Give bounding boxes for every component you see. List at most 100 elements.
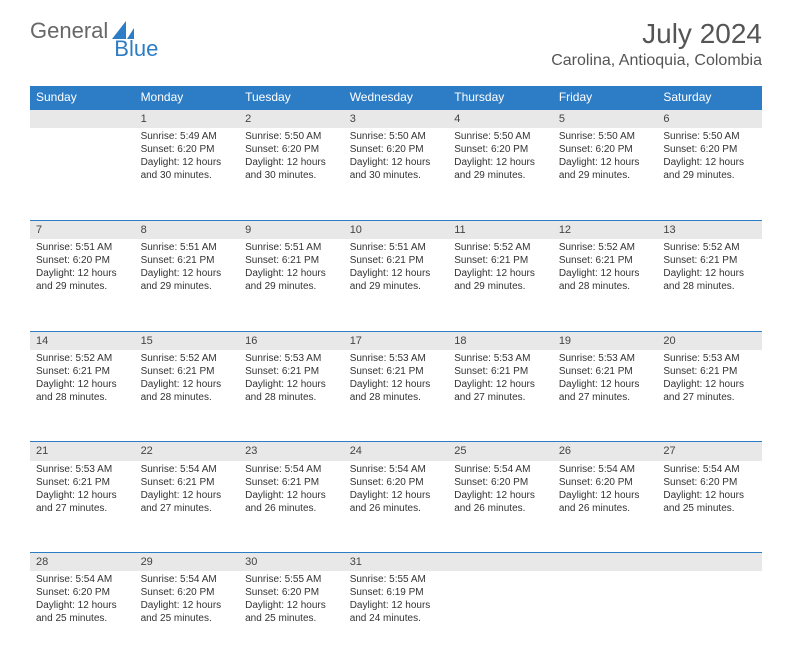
sunset-line: Sunset: 6:20 PM [454, 476, 547, 489]
daylight-line: Daylight: 12 hours and 25 minutes. [663, 489, 756, 515]
sunrise-line: Sunrise: 5:54 AM [141, 463, 234, 476]
day-content-cell: Sunrise: 5:53 AMSunset: 6:21 PMDaylight:… [344, 350, 449, 442]
logo-text-general: General [30, 18, 108, 44]
daylight-line: Daylight: 12 hours and 28 minutes. [663, 267, 756, 293]
day-content-cell: Sunrise: 5:51 AMSunset: 6:21 PMDaylight:… [344, 239, 449, 331]
daylight-line: Daylight: 12 hours and 25 minutes. [36, 599, 129, 625]
day-content-cell: Sunrise: 5:52 AMSunset: 6:21 PMDaylight:… [135, 350, 240, 442]
day-number-cell [657, 553, 762, 572]
daylight-line: Daylight: 12 hours and 29 minutes. [245, 267, 338, 293]
daylight-line: Daylight: 12 hours and 26 minutes. [350, 489, 443, 515]
daylight-line: Daylight: 12 hours and 25 minutes. [141, 599, 234, 625]
day-number-row: 28293031 [30, 553, 762, 572]
day-content-cell: Sunrise: 5:50 AMSunset: 6:20 PMDaylight:… [553, 128, 658, 220]
header: General Blue July 2024 Carolina, Antioqu… [0, 0, 792, 78]
sunrise-line: Sunrise: 5:50 AM [663, 130, 756, 143]
sunrise-line: Sunrise: 5:55 AM [350, 573, 443, 586]
day-number-cell: 29 [135, 553, 240, 572]
sunset-line: Sunset: 6:21 PM [350, 365, 443, 378]
day-content-cell: Sunrise: 5:50 AMSunset: 6:20 PMDaylight:… [448, 128, 553, 220]
day-content-cell: Sunrise: 5:50 AMSunset: 6:20 PMDaylight:… [657, 128, 762, 220]
sunrise-line: Sunrise: 5:53 AM [350, 352, 443, 365]
daylight-line: Daylight: 12 hours and 30 minutes. [350, 156, 443, 182]
day-content-cell: Sunrise: 5:55 AMSunset: 6:19 PMDaylight:… [344, 571, 449, 663]
sunrise-line: Sunrise: 5:52 AM [454, 241, 547, 254]
day-content-cell: Sunrise: 5:51 AMSunset: 6:21 PMDaylight:… [239, 239, 344, 331]
day-content-cell: Sunrise: 5:53 AMSunset: 6:21 PMDaylight:… [448, 350, 553, 442]
sunrise-line: Sunrise: 5:50 AM [454, 130, 547, 143]
sunset-line: Sunset: 6:20 PM [663, 143, 756, 156]
day-number-cell: 6 [657, 109, 762, 128]
day-number-row: 14151617181920 [30, 331, 762, 350]
sunset-line: Sunset: 6:21 PM [141, 365, 234, 378]
sunrise-line: Sunrise: 5:54 AM [454, 463, 547, 476]
calendar-table: Sunday Monday Tuesday Wednesday Thursday… [30, 86, 762, 663]
day-number-cell: 3 [344, 109, 449, 128]
sunrise-line: Sunrise: 5:53 AM [559, 352, 652, 365]
day-number-cell: 23 [239, 442, 344, 461]
day-content-cell: Sunrise: 5:50 AMSunset: 6:20 PMDaylight:… [344, 128, 449, 220]
sunrise-line: Sunrise: 5:54 AM [245, 463, 338, 476]
sunset-line: Sunset: 6:20 PM [36, 586, 129, 599]
day-number-cell: 10 [344, 220, 449, 239]
day-number-cell: 2 [239, 109, 344, 128]
daylight-line: Daylight: 12 hours and 25 minutes. [245, 599, 338, 625]
sunset-line: Sunset: 6:21 PM [36, 365, 129, 378]
day-number-cell: 9 [239, 220, 344, 239]
day-content-row: Sunrise: 5:54 AMSunset: 6:20 PMDaylight:… [30, 571, 762, 663]
sunset-line: Sunset: 6:20 PM [559, 476, 652, 489]
day-content-cell: Sunrise: 5:53 AMSunset: 6:21 PMDaylight:… [553, 350, 658, 442]
day-number-cell [30, 109, 135, 128]
day-content-cell: Sunrise: 5:49 AMSunset: 6:20 PMDaylight:… [135, 128, 240, 220]
day-content-cell: Sunrise: 5:50 AMSunset: 6:20 PMDaylight:… [239, 128, 344, 220]
daylight-line: Daylight: 12 hours and 30 minutes. [245, 156, 338, 182]
day-content-cell: Sunrise: 5:54 AMSunset: 6:20 PMDaylight:… [344, 461, 449, 553]
daylight-line: Daylight: 12 hours and 28 minutes. [559, 267, 652, 293]
weekday-header: Tuesday [239, 86, 344, 109]
day-number-cell: 22 [135, 442, 240, 461]
title-block: July 2024 Carolina, Antioquia, Colombia [551, 18, 762, 70]
day-content-cell: Sunrise: 5:55 AMSunset: 6:20 PMDaylight:… [239, 571, 344, 663]
daylight-line: Daylight: 12 hours and 27 minutes. [141, 489, 234, 515]
day-content-row: Sunrise: 5:52 AMSunset: 6:21 PMDaylight:… [30, 350, 762, 442]
weekday-header: Friday [553, 86, 658, 109]
sunset-line: Sunset: 6:20 PM [663, 476, 756, 489]
day-number-cell: 17 [344, 331, 449, 350]
weekday-header: Sunday [30, 86, 135, 109]
weekday-header-row: Sunday Monday Tuesday Wednesday Thursday… [30, 86, 762, 109]
daylight-line: Daylight: 12 hours and 28 minutes. [245, 378, 338, 404]
day-number-cell: 27 [657, 442, 762, 461]
daylight-line: Daylight: 12 hours and 29 minutes. [559, 156, 652, 182]
sunset-line: Sunset: 6:20 PM [350, 476, 443, 489]
day-content-cell: Sunrise: 5:53 AMSunset: 6:21 PMDaylight:… [657, 350, 762, 442]
sunrise-line: Sunrise: 5:52 AM [141, 352, 234, 365]
day-content-cell [448, 571, 553, 663]
day-number-cell: 24 [344, 442, 449, 461]
sunset-line: Sunset: 6:21 PM [350, 254, 443, 267]
day-number-cell: 7 [30, 220, 135, 239]
daylight-line: Daylight: 12 hours and 27 minutes. [454, 378, 547, 404]
day-content-cell: Sunrise: 5:52 AMSunset: 6:21 PMDaylight:… [553, 239, 658, 331]
daylight-line: Daylight: 12 hours and 27 minutes. [663, 378, 756, 404]
day-content-cell: Sunrise: 5:54 AMSunset: 6:20 PMDaylight:… [30, 571, 135, 663]
sunset-line: Sunset: 6:21 PM [454, 254, 547, 267]
daylight-line: Daylight: 12 hours and 29 minutes. [454, 156, 547, 182]
day-number-cell: 13 [657, 220, 762, 239]
sunset-line: Sunset: 6:20 PM [454, 143, 547, 156]
day-number-cell: 30 [239, 553, 344, 572]
calendar-body: 123456Sunrise: 5:49 AMSunset: 6:20 PMDay… [30, 109, 762, 663]
sunset-line: Sunset: 6:21 PM [559, 254, 652, 267]
day-number-cell: 25 [448, 442, 553, 461]
daylight-line: Daylight: 12 hours and 28 minutes. [36, 378, 129, 404]
daylight-line: Daylight: 12 hours and 29 minutes. [454, 267, 547, 293]
sunset-line: Sunset: 6:21 PM [245, 476, 338, 489]
sunset-line: Sunset: 6:21 PM [141, 476, 234, 489]
day-number-cell: 28 [30, 553, 135, 572]
sunrise-line: Sunrise: 5:50 AM [350, 130, 443, 143]
day-number-cell: 16 [239, 331, 344, 350]
day-number-cell: 4 [448, 109, 553, 128]
day-content-cell: Sunrise: 5:54 AMSunset: 6:21 PMDaylight:… [239, 461, 344, 553]
sunset-line: Sunset: 6:20 PM [141, 586, 234, 599]
day-number-row: 21222324252627 [30, 442, 762, 461]
sunrise-line: Sunrise: 5:55 AM [245, 573, 338, 586]
